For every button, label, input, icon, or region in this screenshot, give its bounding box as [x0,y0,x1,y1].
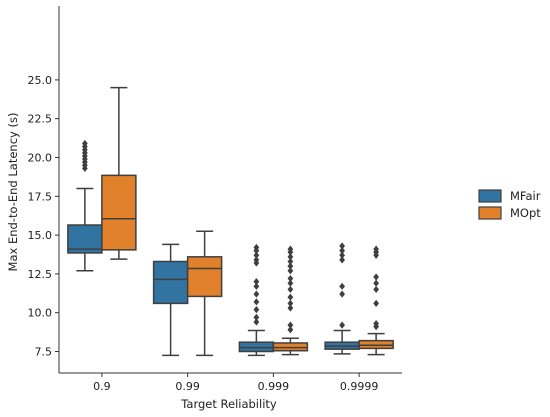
box-iqr [238,341,275,353]
outlier-point [373,245,380,253]
y-tick-label: 12.5 [28,268,53,281]
box-mopt-0.9999 [358,245,394,356]
box-mfair-0.99 [152,243,189,357]
outlier-point [253,243,260,252]
outlier-point [373,299,380,307]
outlier-point [339,256,346,264]
outlier-point [339,247,346,255]
outlier-point [373,285,380,294]
box-iqr [358,339,394,350]
outlier-point [253,282,260,290]
outlier-point [253,290,260,298]
outlier-point [253,278,260,286]
outlier-point [81,139,88,148]
legend-label: MFair [510,189,541,203]
outlier-point [287,262,294,270]
outlier-point [373,273,380,281]
outlier-point [373,319,380,328]
legend-item-mfair: MFair [478,189,541,203]
outlier-point [287,257,294,266]
y-axis-label: Max End-to-End Latency (s) [6,113,20,272]
box-iqr [152,260,189,305]
outlier-point [339,242,346,250]
y-tick-label: 22.5 [28,113,53,126]
box-mfair-0.999 [238,243,275,357]
y-tick-label: 15.0 [28,229,53,242]
box-mfair-0.9999 [324,242,360,355]
outlier-point [253,318,260,326]
legend-label: MOpt [510,206,541,220]
legend-swatch [478,206,502,220]
box-iqr [67,224,103,254]
outlier-point [253,298,260,306]
box-iqr [186,256,223,298]
legend-swatch [478,189,502,203]
outlier-point [253,313,260,321]
outlier-point [287,274,294,283]
outlier-point [339,321,346,329]
legend-item-mopt: MOpt [478,206,541,220]
outlier-point [287,321,294,329]
outlier-point [287,253,294,261]
box-iqr [272,342,309,352]
x-tick-label: 0.99 [175,380,200,393]
y-tick-label: 10.0 [28,307,53,320]
x-tick-label: 0.9999 [340,380,379,393]
plot-area [67,86,394,357]
axes: 7.5 10.0 12.5 15.0 17.5 20.0 22.5 25.0 0.9 0.99 0.… [28,6,402,393]
y-tick-label: 17.5 [28,190,53,203]
y-tick-label: 7.5 [35,346,53,359]
outlier-point [287,245,294,253]
outlier-point [373,279,380,287]
box-iqr [101,174,137,251]
outlier-point [287,299,294,307]
outlier-point [287,285,294,294]
box-mopt-0.999 [272,245,309,356]
x-tick-label: 0.999 [258,380,290,393]
outlier-point [287,279,294,287]
outlier-point [253,251,260,259]
x-tick-label: 0.9 [93,380,111,393]
box-mfair-0.9 [67,139,103,272]
legend: MFair MOpt [478,189,541,220]
outlier-point [339,251,346,259]
outlier-point [287,293,294,301]
outlier-point [339,282,346,290]
y-tick-label: 20.0 [28,152,53,165]
outlier-point [287,267,294,275]
outlier-point [253,305,260,314]
box-mopt-0.9 [101,86,137,260]
outlier-point [339,290,346,298]
x-axis-label: Target Reliability [180,397,277,411]
box-mopt-0.99 [186,230,223,357]
outlier-point [287,304,294,312]
y-tick-label: 25.0 [28,74,53,87]
outlier-point [287,326,294,334]
outlier-point [253,256,260,264]
